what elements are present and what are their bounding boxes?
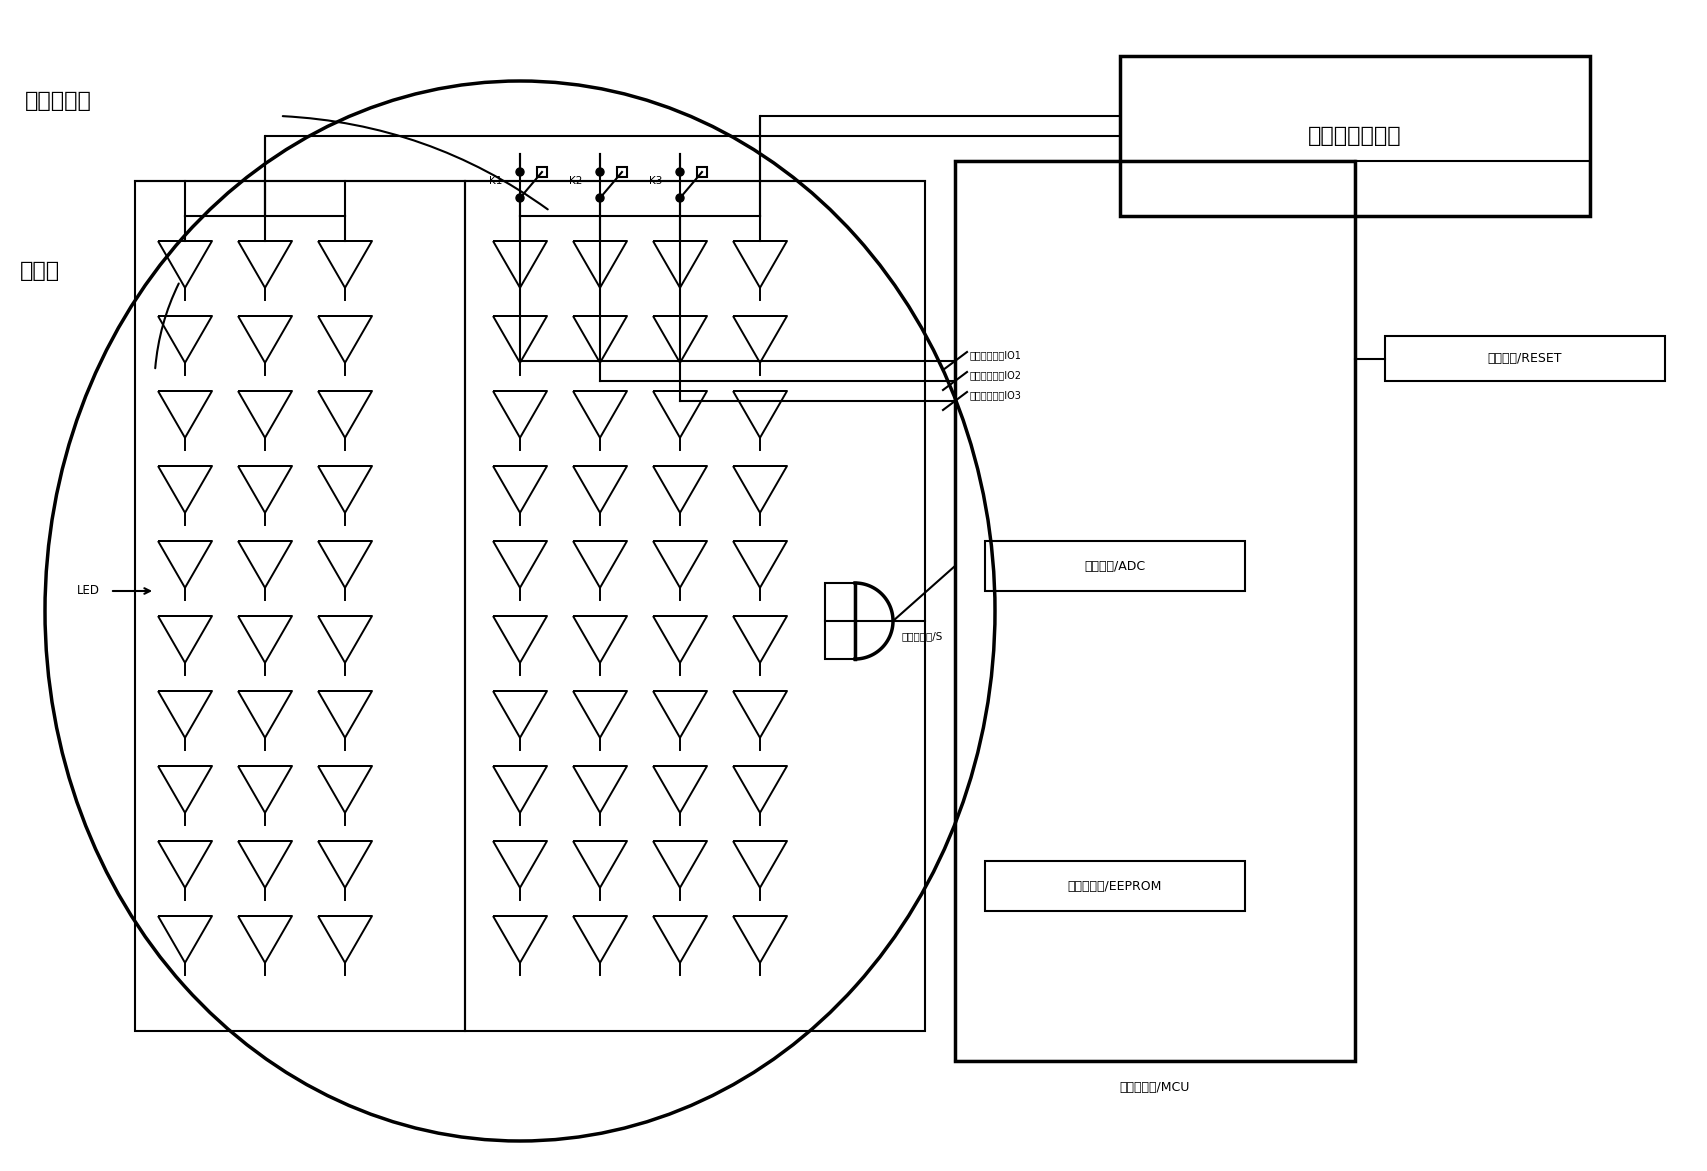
Bar — [538, 167, 546, 177]
Circle shape — [516, 194, 524, 203]
Bar — [954, 160, 1355, 1061]
Text: K1: K1 — [488, 176, 502, 186]
Circle shape — [516, 167, 524, 176]
Bar — [464, 182, 925, 1030]
Circle shape — [596, 167, 604, 176]
Bar — [985, 541, 1244, 591]
Text: 输入输出口／IO3: 输入输出口／IO3 — [970, 390, 1022, 400]
Text: 输入输出口／IO1: 输入输出口／IO1 — [970, 350, 1022, 359]
Bar — [985, 861, 1244, 911]
Text: LED: LED — [77, 584, 101, 597]
Bar — [696, 167, 707, 177]
Circle shape — [676, 167, 685, 176]
Text: 照度补偿区: 照度补偿区 — [26, 91, 92, 111]
Circle shape — [676, 194, 685, 203]
Text: 中央处理器/MCU: 中央处理器/MCU — [1120, 1081, 1190, 1094]
Text: 照度传感器/S: 照度传感器/S — [901, 631, 942, 641]
Bar — [616, 167, 626, 177]
Text: 复位开关/RESET: 复位开关/RESET — [1489, 352, 1562, 365]
Text: 球场灯恒流电源: 球场灯恒流电源 — [1308, 126, 1401, 146]
Bar — [824, 583, 855, 659]
Text: K2: K2 — [568, 176, 582, 186]
Text: 模数转换/ADC: 模数转换/ADC — [1084, 560, 1145, 573]
Bar — [1120, 56, 1589, 215]
Bar — [1384, 336, 1664, 381]
Text: K3: K3 — [649, 176, 662, 186]
Circle shape — [596, 194, 604, 203]
Bar — [135, 182, 464, 1030]
Text: 输入输出口／IO2: 输入输出口／IO2 — [970, 370, 1022, 381]
Text: 内置存储器/EEPROM: 内置存储器/EEPROM — [1069, 879, 1162, 892]
Text: 工作区: 工作区 — [20, 261, 60, 281]
